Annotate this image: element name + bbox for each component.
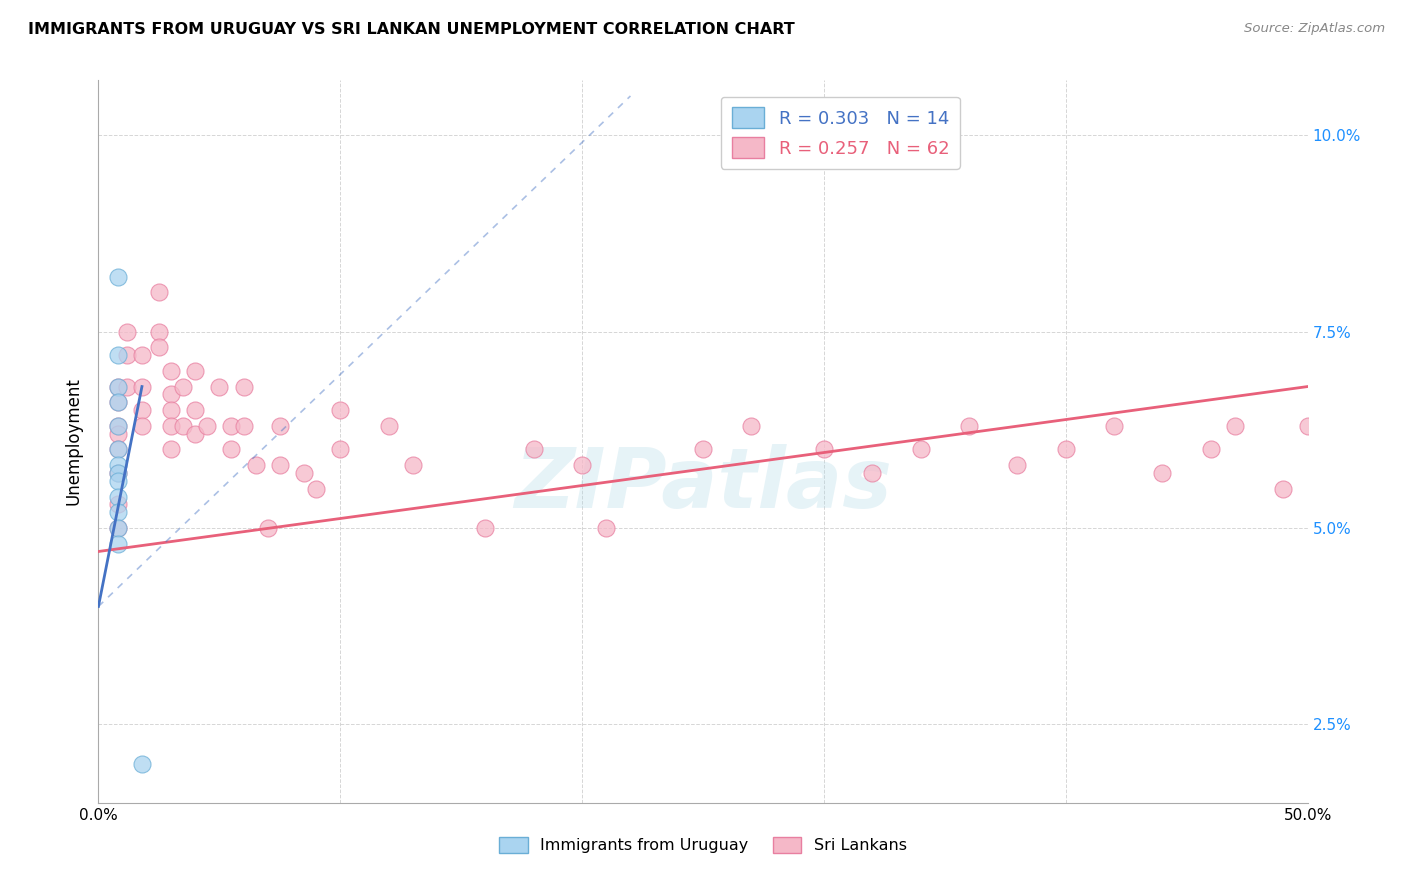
Point (1007, 458, 1029, 472)
Point (740, 418, 762, 433)
Point (160, 387, 183, 401)
Point (160, 442, 183, 457)
Point (195, 418, 218, 433)
Point (910, 442, 932, 457)
Point (107, 442, 129, 457)
Point (107, 458, 129, 472)
Point (107, 536, 129, 550)
Point (957, 418, 980, 433)
Point (131, 348, 153, 362)
Point (221, 442, 243, 457)
Point (402, 458, 425, 472)
Point (1223, 418, 1246, 433)
Point (148, 340, 170, 354)
Point (292, 466, 315, 480)
Point (107, 348, 129, 362)
Point (160, 418, 183, 433)
Point (1102, 418, 1125, 433)
Point (117, 348, 139, 362)
Point (117, 325, 139, 339)
Text: ZIPatlas: ZIPatlas (515, 444, 891, 525)
Point (107, 426, 129, 441)
Point (131, 403, 153, 417)
Point (184, 426, 207, 441)
Point (160, 364, 183, 378)
Point (131, 756, 153, 771)
Point (117, 379, 139, 393)
Point (232, 379, 254, 393)
Point (221, 418, 243, 433)
Point (595, 521, 617, 535)
Point (377, 418, 399, 433)
Point (160, 403, 183, 417)
Point (107, 379, 129, 393)
Point (107, 442, 129, 457)
Point (232, 418, 254, 433)
Point (107, 505, 129, 519)
Point (107, 418, 129, 433)
Point (148, 285, 170, 300)
Point (474, 521, 496, 535)
Point (184, 364, 207, 378)
Point (813, 442, 835, 457)
Point (131, 379, 153, 393)
Point (329, 442, 352, 457)
Legend: Immigrants from Uruguay, Sri Lankans: Immigrants from Uruguay, Sri Lankans (492, 830, 914, 860)
Point (245, 458, 267, 472)
Point (269, 418, 291, 433)
Point (107, 490, 129, 504)
Point (184, 403, 207, 417)
Point (571, 458, 593, 472)
Point (148, 325, 170, 339)
Point (172, 379, 194, 393)
Point (208, 379, 231, 393)
Point (107, 521, 129, 535)
Text: IMMIGRANTS FROM URUGUAY VS SRI LANKAN UNEMPLOYMENT CORRELATION CHART: IMMIGRANTS FROM URUGUAY VS SRI LANKAN UN… (28, 22, 794, 37)
Point (107, 269, 129, 284)
Point (692, 442, 714, 457)
Y-axis label: Unemployment: Unemployment (65, 377, 83, 506)
Point (1054, 442, 1077, 457)
Point (305, 482, 328, 496)
Point (107, 521, 129, 535)
Point (1199, 442, 1222, 457)
Point (860, 466, 883, 480)
Point (107, 466, 129, 480)
Point (1272, 482, 1295, 496)
Point (107, 395, 129, 409)
Point (107, 395, 129, 409)
Text: Source: ZipAtlas.com: Source: ZipAtlas.com (1244, 22, 1385, 36)
Point (107, 466, 129, 480)
Point (1152, 466, 1174, 480)
Point (1296, 418, 1319, 433)
Point (107, 379, 129, 393)
Point (329, 403, 352, 417)
Point (107, 418, 129, 433)
Point (131, 418, 153, 433)
Point (523, 442, 546, 457)
Point (107, 474, 129, 488)
Point (172, 418, 194, 433)
Point (269, 458, 291, 472)
Point (256, 521, 278, 535)
Point (107, 497, 129, 511)
